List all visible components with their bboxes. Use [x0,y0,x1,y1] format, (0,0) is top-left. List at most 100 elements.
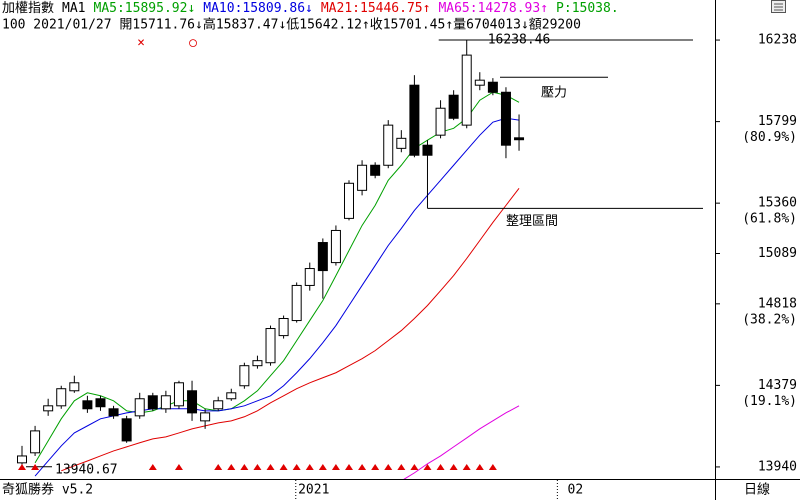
window-button[interactable] [771,0,786,13]
candle-body [370,164,381,176]
candle-body [69,382,80,392]
candle-body [160,395,171,410]
x-tick-label: 2021 [298,483,329,498]
candle-body [187,390,198,414]
low-label: 13940.67 [55,462,118,477]
candle-body [134,398,145,417]
signal-marker [253,464,262,470]
y-tick-label: 14379 [758,378,797,393]
candle-body [252,360,263,367]
header-item: MA10 [203,1,234,16]
y-tick-label: 15360 [758,196,797,211]
signal-marker [240,464,249,470]
header-item: ↓ [187,1,195,16]
plot-area [17,39,525,479]
y-tick-label: 15089 [758,246,797,261]
candle-body [213,400,224,410]
fib-label: (61.8%) [742,212,797,227]
signal-marker [214,464,223,470]
y-tick-label: 16238 [758,33,797,48]
candle-body [95,398,106,408]
signal-marker [174,464,183,470]
header-item: :15809.86 [235,1,305,16]
header-item: MA5 [94,1,117,16]
candle-body [278,318,289,337]
candle-body [30,430,41,454]
signal-marker [227,464,236,470]
signal-marker [410,464,419,470]
candle-body [108,408,119,417]
signal-marker [358,464,367,470]
top-marker: ○ [189,36,197,51]
candle-body [448,94,459,119]
header-item: 加權指數 [2,1,54,16]
candle-body [330,229,341,264]
signal-marker [345,464,353,470]
candle-body [422,144,433,156]
candle-body [200,412,211,422]
candle-body [82,400,93,410]
y-tick-label: 15799 [758,114,797,129]
candle-body [344,182,354,219]
candle-body [147,395,158,410]
info-line: 100 2021/01/27 開15711.76↓高15837.47↓低1564… [2,17,581,33]
signal-marker [279,464,288,470]
fib-label: (38.2%) [742,312,797,327]
signal-marker [305,464,314,470]
candle-body [461,54,472,126]
header-item: :14278.93 [470,1,540,16]
candle-body [265,328,276,364]
candle-body [226,392,237,400]
candle-body [396,137,407,149]
fib-label: (80.9%) [742,130,797,145]
header-item: MA1 [62,1,85,16]
candle-body [56,388,67,407]
header-item: MA65 [438,1,469,16]
header-item: ↑ [540,1,548,16]
header-item: P:15038. [556,1,619,16]
candle-body [17,455,27,464]
header-line: 加權指數 MA1 MA5:15895.92↓ MA10:15809.86↓ MA21:1… [2,1,619,16]
signal-marker [475,464,484,470]
candle-body [409,84,420,156]
signal-marker [31,464,40,470]
ma-line [403,405,520,479]
candle-body [500,91,511,146]
app-label: 奇狐勝券 v5.2 [2,482,93,498]
candle-body [383,124,394,166]
period-label: 日線 [744,482,770,498]
header-item: :15895.92 [117,1,187,16]
candle-body [121,418,132,442]
signal-marker [18,464,26,470]
header-item: MA21 [321,1,352,16]
signal-marker [266,464,275,470]
signal-marker [331,464,340,470]
candle-body [291,284,302,322]
signal-marker [449,464,458,470]
candle-body [487,81,498,93]
header-item: :15446.75 [352,1,422,16]
high-label: 16238.46 [488,32,551,47]
header: 加權指數 MA1 MA5:15895.92↓ MA10:15809.86↓ MA21:1… [2,1,619,33]
signal-marker [423,464,432,470]
candle-body [304,268,315,286]
candle-body [173,382,184,407]
range-label: 整理區間 [506,214,558,229]
y-tick-label: 13940 [758,459,797,474]
signal-marker [462,464,471,470]
signal-marker [371,464,380,470]
candle-body [514,137,525,141]
top-marker: × [137,36,145,51]
signal-marker [488,464,497,470]
header-item: ↑ [423,1,431,16]
signal-marker [436,464,445,470]
y-tick-label: 14818 [758,296,797,311]
candle-body [474,79,485,86]
x-tick-label: 02 [568,483,584,498]
candle-body [43,405,54,412]
candle-body [435,107,446,136]
signal-marker [318,464,327,470]
candle-body [239,365,250,387]
